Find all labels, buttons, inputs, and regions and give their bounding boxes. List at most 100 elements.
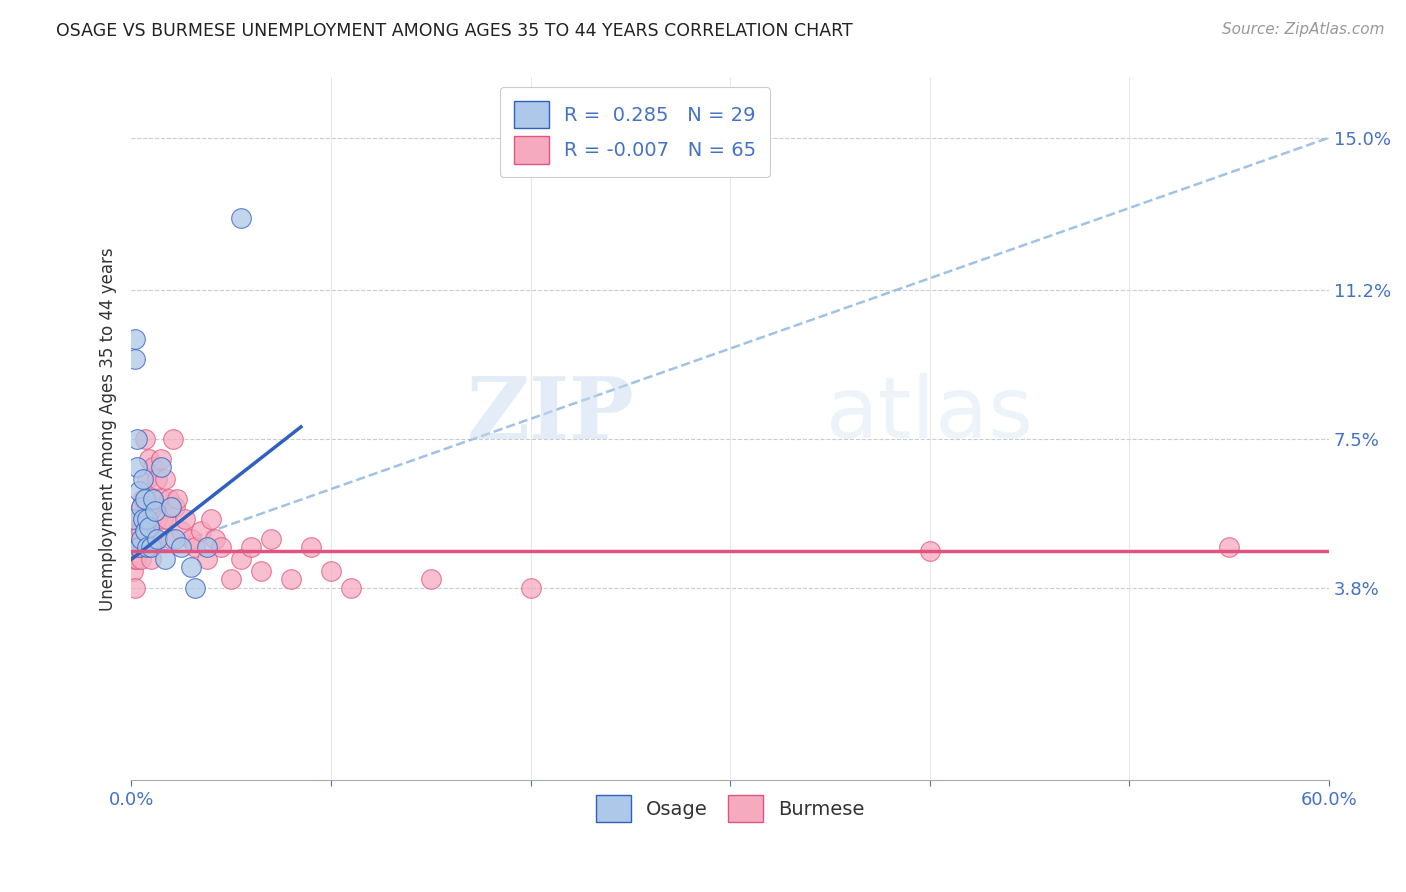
Legend: Osage, Burmese: Osage, Burmese — [583, 783, 876, 834]
Point — [146, 512, 169, 526]
Point — [150, 460, 173, 475]
Point — [122, 541, 145, 555]
Point — [127, 460, 149, 475]
Point — [153, 472, 176, 486]
Point — [128, 541, 150, 555]
Point — [129, 552, 152, 566]
Point — [156, 512, 179, 526]
Point — [157, 492, 180, 507]
Point — [129, 524, 152, 539]
Point — [124, 331, 146, 345]
Point — [122, 512, 145, 526]
Point — [240, 541, 263, 555]
Point — [134, 492, 156, 507]
Point — [153, 552, 176, 566]
Point — [209, 541, 232, 555]
Point — [138, 520, 160, 534]
Point — [142, 460, 165, 475]
Point — [195, 552, 218, 566]
Point — [132, 512, 155, 526]
Point — [150, 492, 173, 507]
Point — [141, 533, 163, 547]
Point — [340, 581, 363, 595]
Point — [127, 552, 149, 566]
Point — [174, 512, 197, 526]
Point — [128, 541, 150, 555]
Point — [129, 500, 152, 515]
Y-axis label: Unemployment Among Ages 35 to 44 years: Unemployment Among Ages 35 to 44 years — [100, 247, 117, 611]
Point — [138, 541, 160, 555]
Point — [132, 512, 155, 526]
Point — [160, 533, 183, 547]
Point — [124, 533, 146, 547]
Point — [165, 533, 187, 547]
Point — [180, 560, 202, 574]
Point — [260, 533, 283, 547]
Point — [136, 533, 159, 547]
Point — [200, 512, 222, 526]
Point — [141, 552, 163, 566]
Point — [138, 452, 160, 467]
Point — [319, 565, 342, 579]
Point — [170, 524, 193, 539]
Point — [519, 581, 541, 595]
Point — [136, 541, 159, 555]
Point — [136, 500, 159, 515]
Point — [127, 524, 149, 539]
Point — [142, 492, 165, 507]
Point — [129, 500, 152, 515]
Point — [134, 524, 156, 539]
Point — [166, 492, 188, 507]
Point — [170, 541, 193, 555]
Point — [143, 500, 166, 515]
Point — [134, 492, 156, 507]
Point — [136, 512, 159, 526]
Point — [280, 573, 302, 587]
Point — [250, 565, 273, 579]
Point — [124, 581, 146, 595]
Point — [180, 533, 202, 547]
Text: ZIP: ZIP — [467, 373, 634, 457]
Point — [141, 512, 163, 526]
Point — [160, 500, 183, 515]
Point — [127, 432, 149, 446]
Point — [124, 351, 146, 366]
Point — [162, 432, 184, 446]
Point — [419, 573, 441, 587]
Text: atlas: atlas — [825, 374, 1033, 457]
Point — [129, 533, 152, 547]
Point — [190, 524, 212, 539]
Point — [132, 492, 155, 507]
Point — [1218, 541, 1240, 555]
Point — [184, 581, 207, 595]
Point — [146, 472, 169, 486]
Point — [918, 544, 941, 558]
Point — [132, 472, 155, 486]
Point — [128, 512, 150, 526]
Point — [219, 573, 242, 587]
Point — [229, 552, 252, 566]
Point — [165, 500, 187, 515]
Point — [146, 533, 169, 547]
Point — [134, 432, 156, 446]
Point — [128, 484, 150, 499]
Text: Source: ZipAtlas.com: Source: ZipAtlas.com — [1222, 22, 1385, 37]
Point — [122, 565, 145, 579]
Text: OSAGE VS BURMESE UNEMPLOYMENT AMONG AGES 35 TO 44 YEARS CORRELATION CHART: OSAGE VS BURMESE UNEMPLOYMENT AMONG AGES… — [56, 22, 853, 40]
Point — [134, 524, 156, 539]
Point — [143, 504, 166, 518]
Point — [195, 541, 218, 555]
Point — [136, 472, 159, 486]
Point — [141, 541, 163, 555]
Point — [132, 541, 155, 555]
Point — [204, 533, 226, 547]
Point — [152, 512, 174, 526]
Point — [299, 541, 322, 555]
Point — [184, 541, 207, 555]
Point — [229, 211, 252, 225]
Point — [148, 500, 170, 515]
Point — [142, 492, 165, 507]
Point — [143, 533, 166, 547]
Point — [124, 552, 146, 566]
Point — [150, 452, 173, 467]
